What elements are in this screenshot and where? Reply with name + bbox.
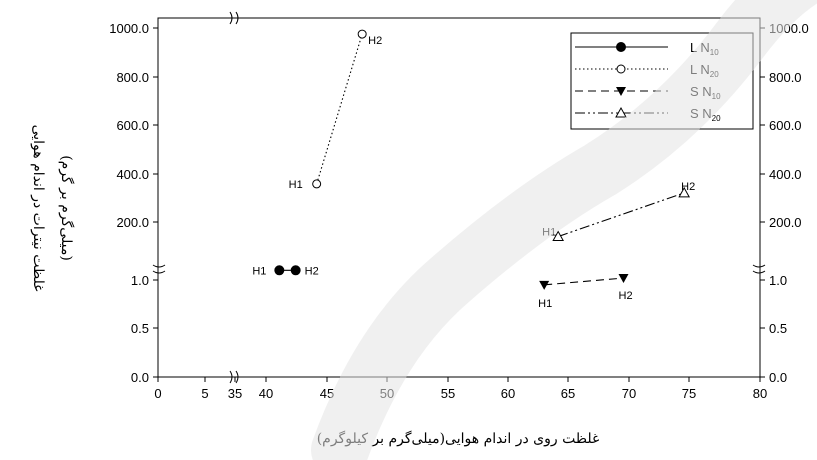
y-tick-label-right: 0.5 bbox=[769, 321, 787, 336]
series-line bbox=[316, 33, 363, 185]
x-tick-label: 45 bbox=[320, 386, 334, 401]
x-tick-label: 40 bbox=[259, 386, 273, 401]
data-point bbox=[312, 179, 322, 189]
point-label: H2 bbox=[305, 265, 319, 277]
data-point bbox=[616, 64, 626, 74]
x-tick-label: 70 bbox=[622, 386, 636, 401]
y-tick-label-left: 1000.0 bbox=[109, 21, 149, 36]
x-tick-label: 65 bbox=[561, 386, 575, 401]
series-line bbox=[544, 277, 624, 286]
axis-break bbox=[752, 264, 766, 274]
point-label: H2 bbox=[619, 290, 633, 302]
point-label: H1 bbox=[252, 265, 266, 277]
y-tick-label-left: 0.0 bbox=[131, 370, 149, 385]
y-tick-label-left: 400.0 bbox=[116, 167, 149, 182]
x-tick-label: 0 bbox=[154, 386, 161, 401]
x-tick-label: 60 bbox=[501, 386, 515, 401]
series-1: H1 H2 bbox=[252, 265, 319, 277]
y-tick-label-right: 200.0 bbox=[769, 215, 802, 230]
x-tick-label: 35 bbox=[228, 386, 242, 401]
axis-break bbox=[229, 11, 239, 25]
point-label: H1 bbox=[538, 298, 552, 310]
series-2: H1 H2 bbox=[289, 29, 382, 191]
y-tick-label-left: 800.0 bbox=[116, 70, 149, 85]
y-tick-label-right: 400.0 bbox=[769, 167, 802, 182]
data-point bbox=[290, 265, 301, 276]
y-tick-label-right: 0.0 bbox=[769, 370, 787, 385]
point-label: H2 bbox=[681, 181, 695, 193]
data-point bbox=[357, 29, 367, 39]
y-tick-label-right: 600.0 bbox=[769, 118, 802, 133]
y-tick-label-right: 1.0 bbox=[769, 273, 787, 288]
data-point bbox=[274, 265, 285, 276]
point-label: H1 bbox=[289, 179, 303, 191]
series-4: H1 H2 bbox=[542, 181, 695, 242]
point-label: H2 bbox=[368, 35, 382, 47]
data-point bbox=[539, 280, 550, 290]
y-axis-title-line2: (میلی‌گرم بر گرم) bbox=[58, 155, 75, 261]
x-tick-label: 5 bbox=[201, 386, 208, 401]
axis-break bbox=[152, 264, 166, 274]
series-line bbox=[557, 192, 685, 238]
series-3: H1 H2 bbox=[538, 274, 633, 310]
data-point bbox=[616, 42, 626, 52]
y-tick-label-left: 600.0 bbox=[116, 118, 149, 133]
point-label: H1 bbox=[542, 227, 556, 239]
axis-break bbox=[229, 370, 239, 384]
data-point bbox=[618, 274, 629, 284]
y-tick-label-left: 0.5 bbox=[131, 321, 149, 336]
x-tick-label: 75 bbox=[682, 386, 696, 401]
x-axis-title: غلظت روی در اندام هوایی(میلی‌گرم بر کیلو… bbox=[317, 430, 600, 447]
y-tick-label-right: 1000.0 bbox=[769, 21, 809, 36]
x-tick-label: 55 bbox=[441, 386, 455, 401]
y-tick-label-right: 800.0 bbox=[769, 70, 802, 85]
y-tick-label-left: 1.0 bbox=[131, 273, 149, 288]
x-tick-label: 80 bbox=[753, 386, 767, 401]
y-tick-label-left: 200.0 bbox=[116, 215, 149, 230]
x-tick-label: 50 bbox=[380, 386, 394, 401]
y-axis-title-line1: غلظت نیترات در اندام هوایی bbox=[30, 125, 46, 292]
